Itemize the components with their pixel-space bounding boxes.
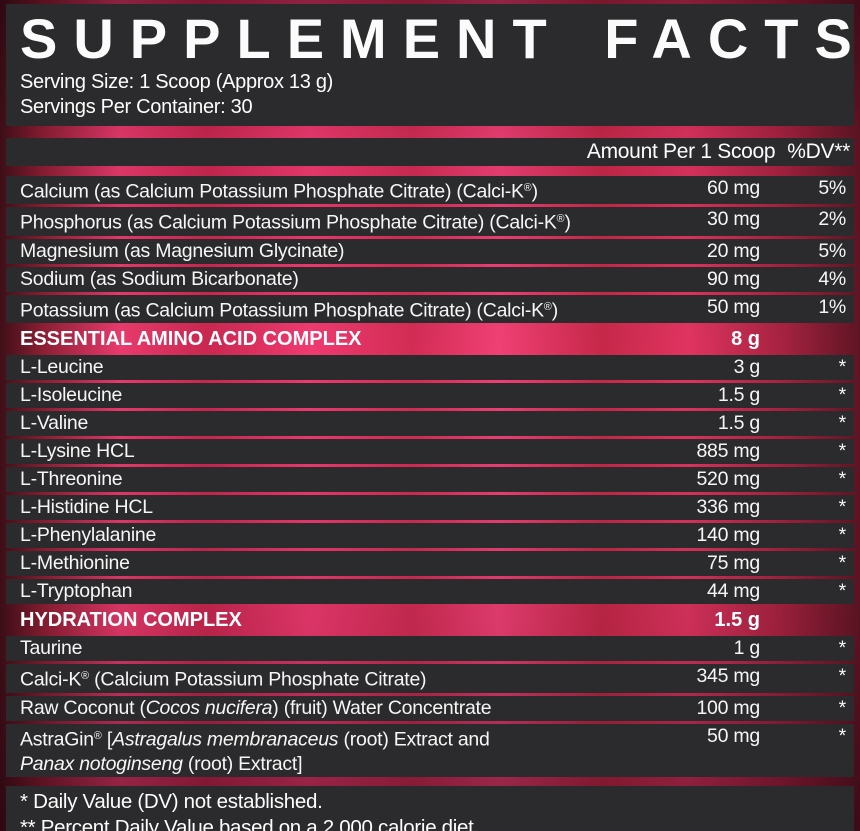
amount-value: 8 g <box>731 328 760 351</box>
amount-value: 50 mg <box>707 295 760 318</box>
amount-column-header: Amount Per 1 Scoop <box>586 140 776 163</box>
table-row: Sodium (as Sodium Bicarbonate) 90 mg 4% <box>6 266 854 292</box>
dv-value: * <box>838 356 847 379</box>
ingredient-name: Magnesium (as Magnesium Glycinate) <box>20 239 345 262</box>
footnote-dv-not-established: * Daily Value (DV) not established. <box>20 790 323 814</box>
dv-value: * <box>838 724 847 747</box>
dv-value: * <box>838 552 847 575</box>
registered-trademark-symbol: ® <box>543 300 552 313</box>
ingredient-name: L-Lysine HCL <box>20 440 135 463</box>
amount-value: 90 mg <box>707 267 760 290</box>
dv-value: * <box>838 665 847 688</box>
ingredient-name: L-Phenylalanine <box>20 524 157 547</box>
ingredient-name: L-Threonine <box>20 468 123 491</box>
table-row: L-Methionine 75 mg * <box>6 551 854 577</box>
amount-value: 1.5 g <box>717 384 760 407</box>
registered-trademark-symbol: ® <box>81 670 89 683</box>
amount-value: 1.5 g <box>717 412 760 435</box>
amount-value: 20 mg <box>707 239 760 262</box>
table-row: L-Threonine 520 mg * <box>6 467 854 493</box>
registered-trademark-symbol: ® <box>523 182 532 194</box>
section-title: ESSENTIAL AMINO ACID COMPLEX <box>20 328 362 351</box>
amount-value: 30 mg <box>707 208 760 231</box>
amount-value: 3 g <box>733 356 761 379</box>
ingredient-name: L-Histidine HCL <box>20 496 153 519</box>
dv-column-header: %DV** <box>787 140 850 163</box>
dv-value: * <box>838 524 847 547</box>
table-row: L-Isoleucine 1.5 g * <box>6 383 854 409</box>
section-header-row: ESSENTIAL AMINO ACID COMPLEX 8 g <box>6 326 854 352</box>
ingredient-name: Sodium (as Sodium Bicarbonate) <box>20 267 299 290</box>
ingredient-name: Calcium (as Calcium Potassium Phosphate … <box>20 180 538 203</box>
amount-value: 885 mg <box>696 440 760 463</box>
dv-value: * <box>838 496 847 519</box>
ingredient-name: L-Methionine <box>20 552 130 575</box>
gradient-separator <box>6 126 854 138</box>
table-row: L-Valine 1.5 g * <box>6 411 854 437</box>
serving-size-text: Serving Size: 1 Scoop (Approx 13 g) <box>20 71 334 93</box>
dv-value: 4% <box>818 267 846 290</box>
amount-value: 50 mg <box>707 724 760 747</box>
section-title: HYDRATION COMPLEX <box>20 609 242 632</box>
dv-value: * <box>838 440 847 463</box>
amount-value: 1 g <box>733 637 761 660</box>
table-row: L-Leucine 3 g * <box>6 355 854 381</box>
gradient-separator <box>6 166 854 176</box>
column-header-row: Amount Per 1 Scoop %DV** <box>6 138 854 166</box>
label-header: SUPPLEMENT FACTS Serving Size: 1 Scoop (… <box>6 4 854 126</box>
ingredient-name: Taurine <box>20 637 83 660</box>
dv-value: * <box>838 637 847 660</box>
section-header-row: HYDRATION COMPLEX 1.5 g <box>6 607 854 633</box>
table-row: Potassium (as Calcium Potassium Phosphat… <box>6 294 854 324</box>
ingredient-name: Potassium (as Calcium Potassium Phosphat… <box>20 299 559 322</box>
dv-value: * <box>838 696 847 719</box>
table-row: L-Histidine HCL 336 mg * <box>6 495 854 521</box>
page-title: SUPPLEMENT FACTS <box>20 7 860 70</box>
amount-value: 345 mg <box>696 665 760 688</box>
registered-trademark-symbol: ® <box>93 729 102 742</box>
registered-trademark-symbol: ® <box>556 213 565 226</box>
ingredient-name: Phosphorus (as Calcium Potassium Phospha… <box>20 211 571 234</box>
dv-value: * <box>838 384 847 407</box>
amount-value: 520 mg <box>696 468 760 491</box>
facts-table: Calcium (as Calcium Potassium Phosphate … <box>6 176 854 778</box>
table-row: Raw Coconut (Cocos nucifera) (fruit) Wat… <box>6 695 854 721</box>
amount-value: 60 mg <box>707 177 760 199</box>
table-row: AstraGin® [Astragalus membranaceus (root… <box>6 723 854 778</box>
table-row: Taurine 1 g * <box>6 636 854 662</box>
dv-value: 5% <box>818 177 846 199</box>
ingredient-name: L-Isoleucine <box>20 384 123 407</box>
ingredient-name: L-Valine <box>20 412 89 435</box>
amount-value: 100 mg <box>696 696 760 719</box>
dv-value: * <box>838 468 847 491</box>
ingredient-name: Raw Coconut (Cocos nucifera) (fruit) Wat… <box>20 696 492 719</box>
footnote-percent-dv: ** Percent Daily Value based on a 2,000 … <box>20 816 479 831</box>
ingredient-name: Calci-K® (Calcium Potassium Phosphate Ci… <box>20 668 427 691</box>
dv-value: 1% <box>818 295 846 318</box>
ingredient-name: L-Leucine <box>20 356 104 379</box>
table-row: L-Tryptophan 44 mg * <box>6 579 854 605</box>
footnotes-block: * Daily Value (DV) not established. ** P… <box>6 786 854 831</box>
table-row: L-Phenylalanine 140 mg * <box>6 523 854 549</box>
dv-value: * <box>838 412 847 435</box>
amount-value: 44 mg <box>707 580 760 603</box>
amount-value: 140 mg <box>696 524 760 547</box>
ingredient-name: L-Tryptophan <box>20 580 133 603</box>
servings-per-container-text: Servings Per Container: 30 <box>20 96 253 118</box>
table-row: Calci-K® (Calcium Potassium Phosphate Ci… <box>6 664 854 693</box>
dv-value: 5% <box>818 239 846 262</box>
table-row: Calcium (as Calcium Potassium Phosphate … <box>6 176 854 205</box>
table-row: Magnesium (as Magnesium Glycinate) 20 mg 5… <box>6 238 854 264</box>
amount-value: 336 mg <box>696 496 760 519</box>
dv-value: 2% <box>818 208 846 231</box>
table-row: L-Lysine HCL 885 mg * <box>6 439 854 465</box>
ingredient-name: AstraGin® [Astragalus membranaceus (root… <box>20 728 490 776</box>
dv-value: * <box>838 580 847 603</box>
amount-value: 1.5 g <box>714 609 760 632</box>
amount-value: 75 mg <box>707 552 760 575</box>
table-row: Phosphorus (as Calcium Potassium Phospha… <box>6 207 854 236</box>
